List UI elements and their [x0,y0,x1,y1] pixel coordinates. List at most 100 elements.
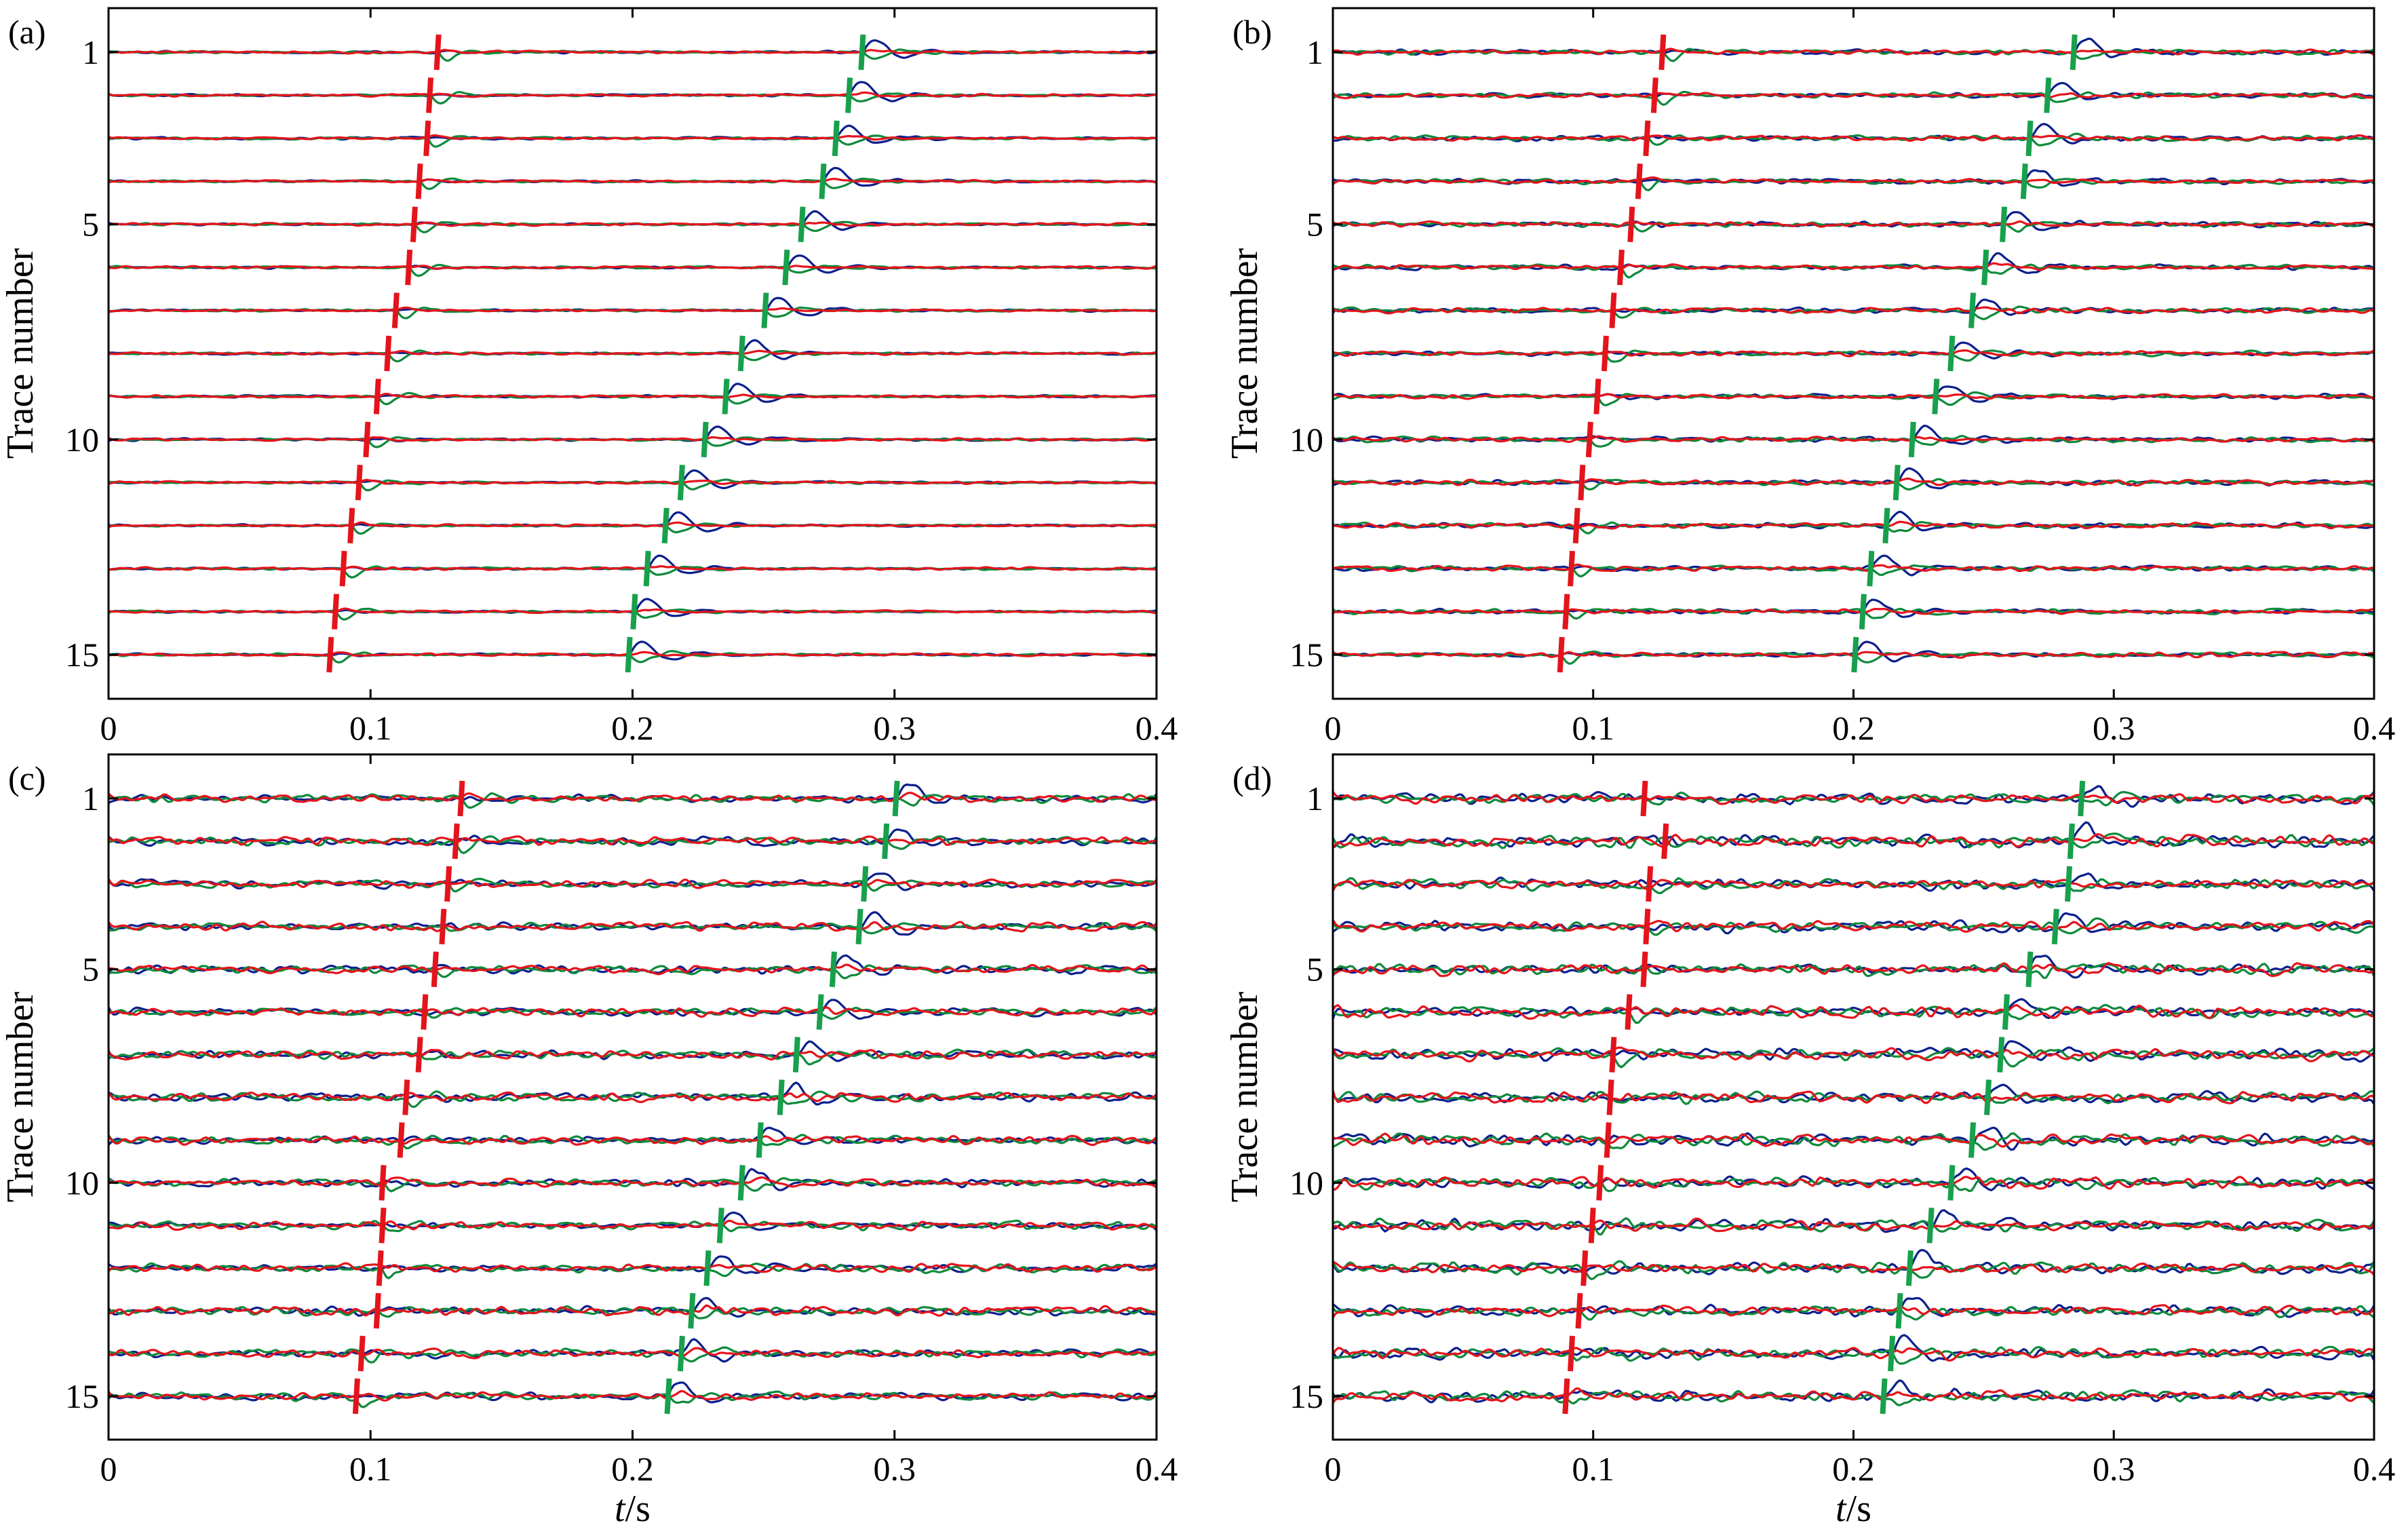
trace-15-series-3 [1332,1387,2375,1404]
trace-2-series-3 [107,835,1157,847]
p-pick-trace-4 [439,908,447,945]
x-tick-label: 0.4 [1135,1450,1178,1488]
p-pick-trace-6 [1625,994,1633,1030]
p-pick-trace-5 [410,206,418,242]
trace-10-series-3 [108,436,1157,442]
trace-4-series-3 [1332,919,2375,933]
trace-9-series-3 [108,392,1157,399]
y-tick-label: 15 [65,636,99,674]
p-pick-trace-11 [1588,1208,1596,1244]
trace-8-series-3 [1332,349,2375,358]
x-tick-label: 0.3 [874,709,916,747]
p-pick-trace-5 [1640,951,1648,987]
x-tick-label: 0.3 [874,1450,916,1488]
trace-10-series-1 [1332,1167,2375,1191]
trace-10-series-3 [108,1176,1157,1189]
s-pick-trace-12 [661,507,669,543]
s-pick-trace-7 [792,1037,800,1073]
p-pick-trace-9 [1604,1122,1612,1158]
panel-label: (c) [8,759,46,797]
trace-1-series-3 [107,792,1157,803]
trace-8-series-3 [1332,1090,2375,1104]
s-pick-trace-8 [1984,1079,1992,1115]
s-pick-trace-14 [1888,1335,1896,1372]
s-pick-trace-11 [1892,465,1901,501]
y-axis-title: Trace number [0,991,41,1202]
s-pick-trace-1 [2070,34,2078,71]
trace-9-series-3 [1332,393,2375,400]
p-pick-trace-10 [378,1165,387,1201]
x-tick-label: 0 [100,1450,117,1488]
y-axis-title: Trace number [1224,248,1266,459]
trace-2-series-2 [1332,832,2375,849]
p-pick-trace-8 [384,335,392,372]
s-pick-trace-13 [1895,1292,1903,1329]
s-pick-trace-15 [664,1378,672,1415]
p-pick-trace-10 [1596,1165,1604,1201]
trace-1-series-3 [108,49,1157,55]
trace-11-series-3 [108,1219,1157,1232]
y-axis-title: Trace number [1224,991,1266,1202]
trace-6-series-3 [1332,1003,2375,1020]
p-pick-trace-10 [363,421,371,458]
y-tick-label: 10 [65,1164,99,1201]
y-axis-title: Trace number [0,248,41,459]
s-pick-trace-7 [1997,1037,2005,1073]
trace-13-series-3 [109,565,1157,571]
trace-12-series-3 [1332,520,2375,530]
trace-6-series-3 [108,1006,1158,1018]
p-pick-trace-6 [1616,249,1625,286]
p-pick-trace-1 [1640,780,1648,817]
s-pick-trace-12 [1882,507,1890,543]
trace-10-series-3 [1332,435,2375,444]
p-pick-trace-6 [421,994,429,1030]
x-tick-label: 0.1 [1572,1450,1615,1488]
s-pick-trace-7 [761,292,769,328]
trace-5-series-3 [108,221,1157,227]
trace-13-series-2 [1332,1305,2375,1321]
p-pick-trace-2 [1650,77,1658,113]
trace-4-series-3 [108,178,1157,184]
trace-14-series-3 [1332,1347,2375,1362]
trace-2-series-3 [108,91,1157,98]
p-pick-trace-11 [355,465,363,501]
trace-7-series-3 [1332,1046,2375,1063]
trace-15-series-3 [107,1389,1158,1402]
p-pick-trace-5 [431,951,439,987]
x-tick-label: 0.4 [2353,709,2396,747]
x-tick-label: 0.4 [1135,709,1178,747]
p-pick-trace-4 [415,164,423,199]
y-tick-label: 10 [65,421,99,459]
s-pick-trace-8 [1947,335,1956,372]
trace-1-series-3 [1332,47,2375,56]
s-pick-trace-10 [1908,421,1916,458]
trace-12-series-2 [1332,1260,2375,1280]
p-pick-trace-8 [1606,1079,1614,1115]
x-tick-label: 0 [100,709,117,747]
s-pick-trace-4 [855,908,863,945]
s-pick-trace-5 [829,951,837,987]
p-pick-trace-12 [1580,1250,1589,1286]
trace-12-series-3 [1332,1260,2375,1276]
p-pick-trace-4 [1635,164,1643,199]
trace-14-series-3 [108,1347,1157,1360]
s-pick-trace-3 [861,866,869,902]
trace-12-series-2 [108,1262,1157,1280]
trace-9-series-3 [1332,1132,2375,1148]
p-pick-trace-7 [1609,1037,1617,1073]
x-tick-label: 0.1 [1572,709,1615,747]
s-pick-trace-8 [737,335,745,372]
trace-11-series-3 [1332,477,2375,487]
s-pick-trace-6 [2002,994,2010,1030]
x-tick-label: 0.1 [349,1450,392,1488]
s-pick-trace-13 [688,1292,696,1329]
trace-3-series-3 [108,134,1157,141]
trace-6-series-3 [108,265,1157,270]
p-pick-trace-7 [391,292,400,328]
s-pick-trace-5 [2025,951,2034,987]
s-pick-trace-14 [1859,594,1867,630]
s-pick-trace-9 [722,379,730,415]
p-pick-trace-2 [452,823,460,860]
trace-8-series-3 [109,349,1157,356]
